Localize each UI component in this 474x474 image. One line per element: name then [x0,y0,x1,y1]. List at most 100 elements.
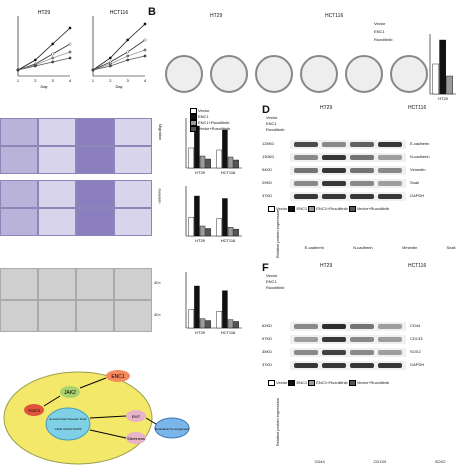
bar [194,125,200,169]
legend-item: ENC1+Ruxolitinib [316,380,348,386]
data-point [143,54,147,58]
bar [205,320,211,329]
colony-chart: HT29 [429,34,456,101]
blot-band [378,337,402,342]
kd-label: 35KD [262,349,273,354]
blot-band [322,350,346,355]
sphere-image [0,268,38,300]
bar [446,75,453,95]
kd-label: 97KD [262,336,273,341]
blot-band [322,363,346,368]
protein-label: CD44 [410,323,421,328]
blot-band [350,155,374,160]
panel-letter-f: F [262,262,269,274]
data-point [91,68,95,72]
data-point [51,52,55,56]
micrograph-tile [0,146,38,174]
x-tick-label: 4 [69,78,72,83]
colony-dish [210,55,248,93]
kd-label: 125KD [262,141,275,146]
x-tick-label: HT29 [195,330,206,335]
x-tick-label: CD44 [314,459,325,464]
blot-band [378,181,402,186]
blot-band [378,324,402,329]
protein-label: E-cadherin [410,141,430,146]
x-tick-label: 1 [92,78,95,83]
legend-item: Vector [276,206,288,212]
x-tick-label: E-cadherin [304,245,324,250]
blot-strip [290,361,406,370]
legend-item: Vector+Ruxolitinib [356,380,389,386]
x-tick-label: HT29 [195,170,206,175]
legend-item: ENC1+Ruxolitinib [198,120,230,126]
micrograph-tile [114,180,152,208]
bar [227,227,234,237]
series-line [92,49,146,71]
bar [227,319,234,329]
blot-band [322,168,346,173]
bar [216,311,223,329]
panel-letter-b: B [148,6,156,18]
invasion-label: Invasion [157,188,163,204]
x-tick-label: 1 [17,78,20,83]
enc1-node [106,370,130,382]
colony-dish [165,55,203,93]
chart-title: HT29 [38,10,50,16]
micrograph-tile [114,146,152,174]
panel-b-row-enc1: ENC1 [374,29,385,34]
micrograph-tile [76,146,114,174]
blot-strip [290,140,406,149]
legend-item: Vector [276,380,288,386]
panel-f-row-enc1: ENC1 [266,279,277,284]
data-point [68,50,72,54]
data-point [51,42,55,46]
protein-label: Vimentin [410,167,426,172]
micrograph-tile [114,118,152,146]
x-tick-label: CD133 [373,459,386,464]
blot-band [294,194,318,199]
blot-band [294,168,318,173]
blot-band [350,142,374,147]
data-point [33,64,37,68]
data-point [143,38,147,42]
arrow-line [89,429,127,439]
blot-band [350,168,374,173]
emt-node [126,410,146,422]
bar [222,198,228,237]
micrograph-tile [0,180,38,208]
panel-c-legend: Vector ENC1 ENC1+Ruxolitinib Vector+Ruxo… [190,108,260,132]
colony-dish [390,55,428,93]
micrograph-tile [0,208,38,236]
protein-label: GAPDH [410,362,425,367]
colony-dish [345,55,383,93]
blot-band [378,363,402,368]
arrow-line [145,417,157,425]
x-tick-label: HCT116 [221,170,236,175]
protein-label: Snail [410,180,419,185]
sphere-image [76,300,114,332]
data-point [108,64,112,68]
sphere-image [76,268,114,300]
bar [227,156,234,169]
metastasis-node [154,417,190,439]
bar [216,149,223,169]
blot-band [294,337,318,342]
blot-band [378,350,402,355]
bar [199,155,206,169]
panel-f-hct116-title: HCT116 [408,263,427,269]
panel-d-row-vector: Vector [266,115,278,120]
x-tick-label: HT29 [438,96,449,101]
blot-strip [290,322,406,331]
arrow-line [43,395,61,407]
node-label: Metastasis Tumorigenesis [155,427,190,431]
blot-band [322,194,346,199]
x-tick-label: HT29 [195,238,206,243]
blot-band [294,363,318,368]
data-point [68,26,72,30]
bar [199,225,206,237]
data-point [16,68,20,72]
bar [194,285,200,329]
panel-b-row-ruxolitinib: Ruxolitinib [374,37,393,42]
micrograph-tile [76,180,114,208]
legend-item: ENC1 [296,380,308,386]
